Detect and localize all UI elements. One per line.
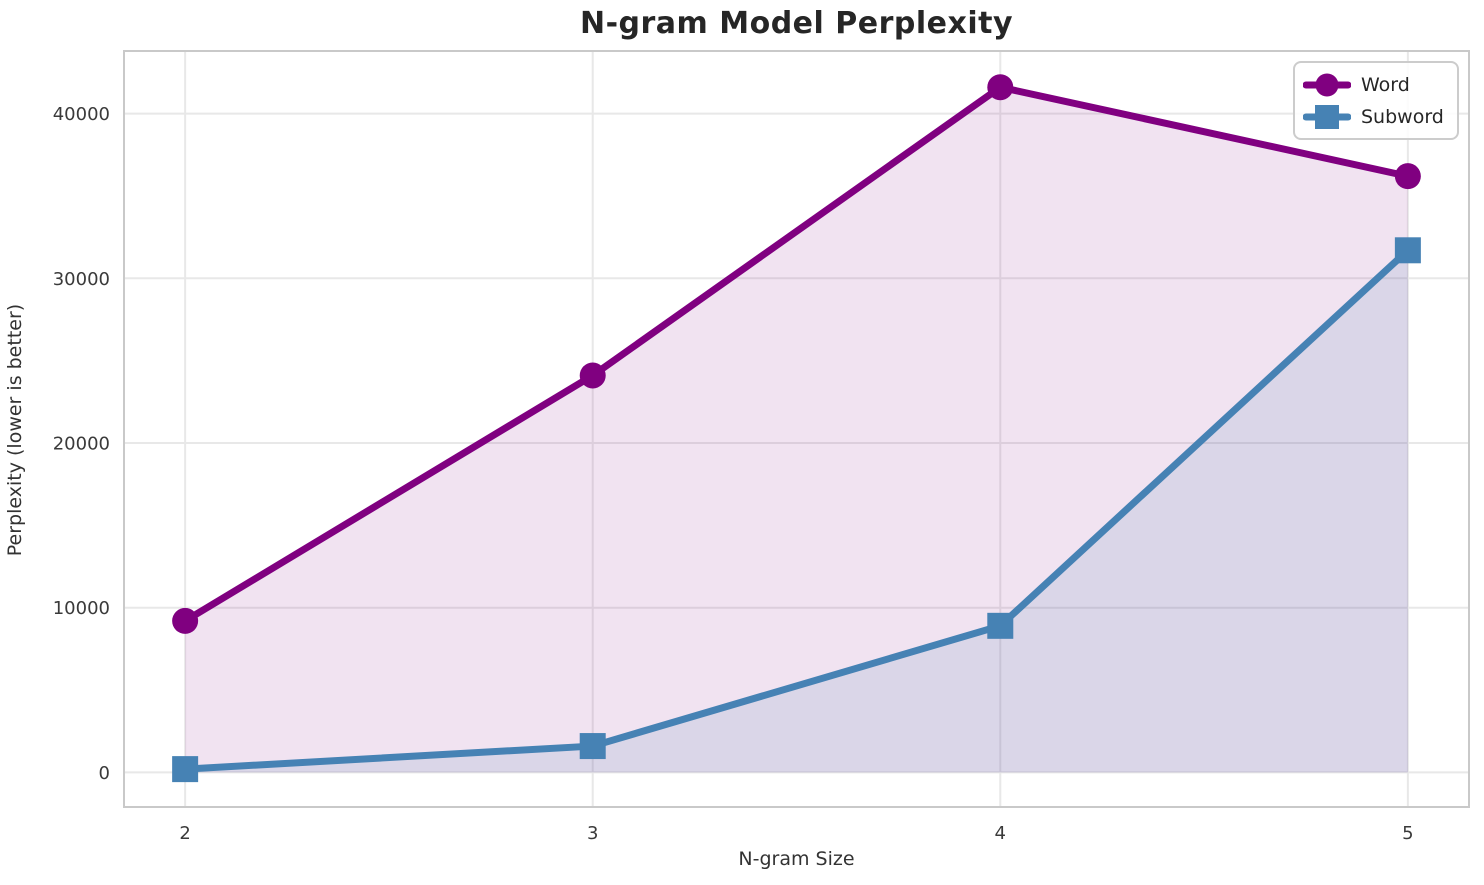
legend-item-subword: Subword xyxy=(1303,102,1447,131)
word-fill-area xyxy=(185,87,1408,773)
y-axis-label: Perplexity (lower is better) xyxy=(4,303,26,557)
legend-label-subword: Subword xyxy=(1361,105,1444,128)
subword-data-point xyxy=(1394,237,1421,264)
y-tick-label: 20000 xyxy=(53,434,110,455)
word-legend-marker-icon xyxy=(1303,73,1351,96)
word-data-point xyxy=(987,74,1014,101)
y-tick-label: 40000 xyxy=(53,104,110,125)
subword-data-point xyxy=(987,612,1014,639)
x-tick-label: 4 xyxy=(995,823,1006,844)
subword-fill-area xyxy=(185,250,1408,773)
x-tick-label: 2 xyxy=(179,823,190,844)
x-axis-label: N-gram Size xyxy=(738,848,855,870)
subword-data-point xyxy=(579,733,606,760)
plot-border xyxy=(123,50,1470,808)
word-line xyxy=(181,83,1412,625)
y-tick-label: 0 xyxy=(99,763,110,784)
word-data-point xyxy=(172,607,199,634)
y-tick-label: 30000 xyxy=(53,269,110,290)
legend-item-word: Word xyxy=(1303,70,1447,99)
legend: Word Subword xyxy=(1293,61,1459,140)
word-data-point xyxy=(579,362,606,389)
x-tick-label: 5 xyxy=(1402,823,1413,844)
chart-title: N-gram Model Perplexity xyxy=(579,6,1014,41)
legend-label-word: Word xyxy=(1361,73,1410,96)
y-tick-label: 10000 xyxy=(53,598,110,619)
subword-legend-marker-icon xyxy=(1303,104,1351,129)
word-data-point xyxy=(1394,163,1421,190)
subword-line xyxy=(181,246,1412,773)
subword-data-point xyxy=(172,756,199,783)
x-tick-label: 3 xyxy=(587,823,598,844)
